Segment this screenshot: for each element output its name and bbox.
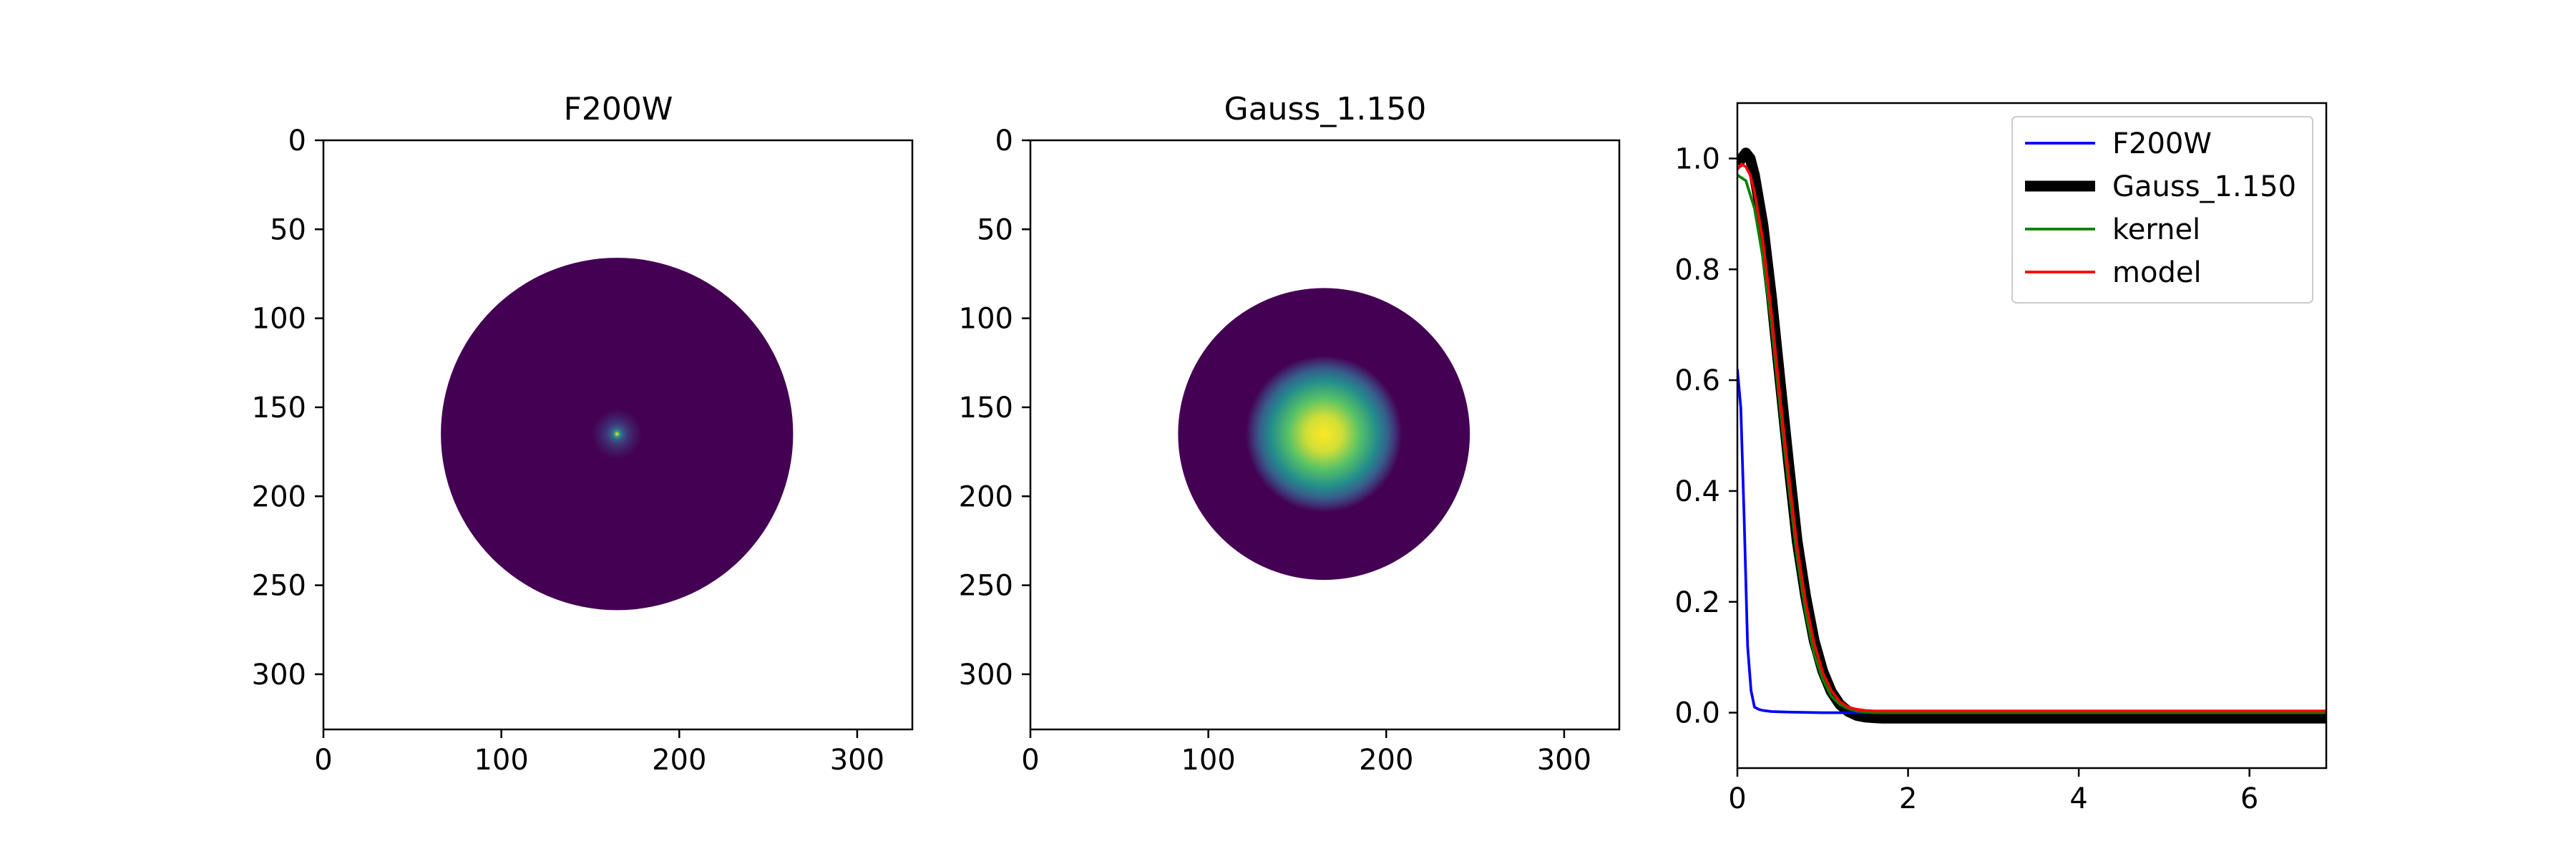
y-tick-label: 1.0 <box>1674 142 1720 175</box>
x-tick-label: 300 <box>1537 744 1591 777</box>
profiles-ticks: 0 2 4 6 0.0 0.2 0.4 0.6 0.8 1.0 <box>1674 142 2258 815</box>
x-tick-label: 200 <box>1359 744 1413 777</box>
panel-profiles: 0 2 4 6 0.0 0.2 0.4 0.6 0.8 1.0 F200W Gauss_1.150k… <box>1674 102 2328 815</box>
x-tick-label: 0 <box>1728 782 1746 815</box>
y-tick-label: 0.0 <box>1674 697 1720 730</box>
x-tick-label: 100 <box>474 744 528 777</box>
x-tick-label: 4 <box>2069 782 2087 815</box>
y-tick-label: 0.2 <box>1674 586 1720 619</box>
y-tick-label: 250 <box>959 570 1013 603</box>
y-tick-label: 300 <box>959 659 1013 691</box>
x-tick-label: 300 <box>830 744 884 777</box>
x-tick-label: 100 <box>1181 744 1235 777</box>
legend-label: F200W <box>2112 127 2212 160</box>
y-tick-label: 200 <box>959 480 1013 513</box>
f200w-axes-frame <box>322 139 914 731</box>
legend-label: kernel <box>2112 213 2200 246</box>
y-tick-label: 50 <box>270 213 306 246</box>
y-tick-label: 0.8 <box>1674 253 1720 286</box>
y-tick-label: 50 <box>977 213 1013 246</box>
y-tick-label: 300 <box>252 659 306 691</box>
y-tick-label: 0.6 <box>1674 364 1720 397</box>
legend-box <box>2011 116 2313 304</box>
panel-gauss-title: Gauss_1.150 <box>1224 91 1427 127</box>
legend-label: model <box>2112 256 2202 289</box>
panel-gauss: Gauss_1.150 0 100 200 300 0 50 100 150 200 250 300 <box>959 91 1621 777</box>
legend-label: Gauss_1.150 <box>2112 170 2296 203</box>
y-tick-label: 100 <box>959 303 1013 336</box>
x-tick-label: 200 <box>652 744 706 777</box>
y-tick-label: 150 <box>252 392 306 424</box>
gauss-axes-frame <box>1029 139 1621 731</box>
x-tick-label: 2 <box>1899 782 1917 815</box>
y-tick-label: 150 <box>959 392 1013 424</box>
profiles-axes-frame <box>1736 102 2328 770</box>
series-line-kernel <box>1737 174 2326 714</box>
profile-lines <box>1737 147 2326 724</box>
y-tick-label: 0 <box>995 125 1013 157</box>
psf-disk <box>1178 288 1470 581</box>
y-tick-label: 0.4 <box>1674 475 1720 508</box>
gauss-image <box>1178 288 1470 581</box>
psf-disk <box>441 258 794 611</box>
x-tick-label: 0 <box>314 744 332 777</box>
panel-f200w: F200W 0 100 200 300 0 50 100 150 200 250 300 <box>252 91 914 777</box>
x-tick-label: 0 <box>1021 744 1039 777</box>
y-tick-label: 0 <box>288 125 306 157</box>
y-tick-label: 200 <box>252 480 306 513</box>
series-line-model <box>1737 162 2326 713</box>
f200w-ticks: 0 100 200 300 0 50 100 150 200 250 300 <box>252 125 884 777</box>
y-tick-label: 100 <box>252 303 306 336</box>
f200w-image <box>441 258 794 611</box>
x-tick-label: 6 <box>2240 782 2258 815</box>
panel-f200w-title: F200W <box>564 91 673 127</box>
gauss-ticks: 0 100 200 300 0 50 100 150 200 250 300 <box>959 125 1591 777</box>
y-tick-label: 250 <box>252 570 306 603</box>
